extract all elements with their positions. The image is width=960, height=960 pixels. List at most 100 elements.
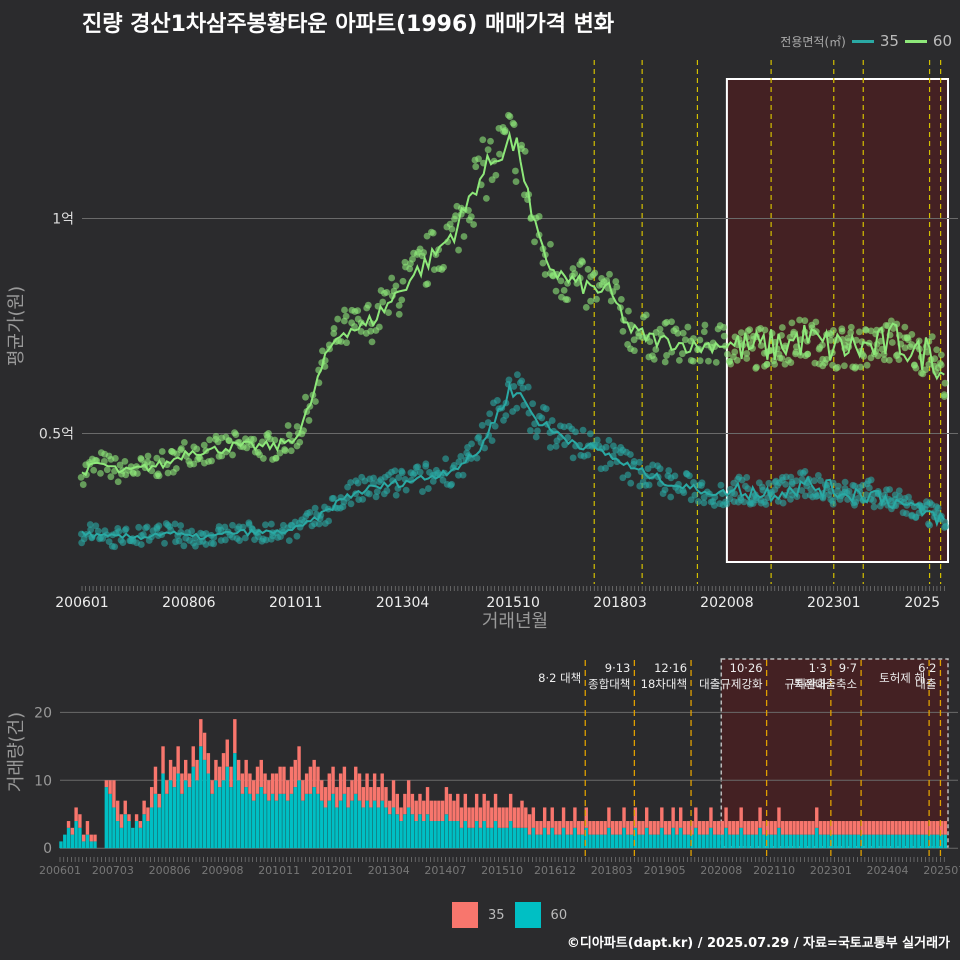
volume-bar-60 [293,787,297,849]
volume-bar-60 [425,814,430,849]
volume-bar-60 [134,821,139,849]
volume-bar-35 [569,821,573,835]
volume-bar-35 [622,807,626,828]
volume-bar-35 [104,780,109,788]
price-point-60 [678,350,686,358]
volume-bar-35 [497,807,502,828]
volume-bar-60 [195,780,199,849]
price-point-60 [937,351,945,359]
volume-bar-60 [252,800,256,849]
price-point-60 [743,355,751,362]
price-point-60 [367,327,375,335]
volume-bar-60 [459,827,464,849]
price-point-60 [496,150,503,158]
volume-bar-35 [248,773,252,794]
volume-bar-35 [864,821,868,835]
volume-bar-60 [561,827,566,849]
volume-bar-35 [527,814,532,835]
volume-bar-60 [867,834,872,849]
price-point-35 [392,491,400,499]
price-point-35 [552,442,560,450]
volume-bar-35 [679,807,683,828]
volume-bar-60 [799,834,804,849]
price-point-60 [663,318,671,326]
price-point-60 [133,470,141,477]
volume-bar-60 [731,834,736,849]
price-point-60 [674,329,682,337]
volume-bar-60 [750,834,755,849]
volume-bar-60 [584,827,588,849]
volume-bar-35 [713,821,717,835]
volume-bar-60 [716,834,721,849]
volume-bar-35 [607,807,611,828]
price-point-35 [569,454,577,462]
price-point-35 [560,423,568,431]
price-point-60 [200,441,208,449]
price-point-60 [689,357,697,365]
price-point-60 [506,113,514,120]
volume-bar-60 [172,787,177,849]
volume-bar-35 [183,759,188,781]
price-point-60 [784,356,792,364]
volume-bar-35 [743,821,747,835]
price-point-35 [626,451,634,458]
price-point-60 [684,323,692,331]
price-x-tick-label-5: 201803 [593,595,646,611]
price-point-60 [744,327,752,335]
volume-bar-35 [327,773,331,801]
volume-bar-60 [146,821,150,849]
price-point-35 [810,477,818,485]
volume-bar-60 [183,780,188,849]
volume-bar-35 [108,780,112,794]
price-point-35 [518,377,526,385]
volume-x-tick-label-14: 202301 [810,864,852,877]
volume-bar-35 [524,807,528,828]
volume-bar-35 [894,821,898,835]
volume-bar-35 [852,821,857,835]
volume-bar-60 [233,753,237,849]
volume-bar-60 [422,821,426,849]
volume-bar-60 [406,807,411,849]
volume-bar-60 [316,793,320,849]
price-point-60 [852,363,860,371]
volume-bar-60 [289,793,294,849]
volume-event-label-5: 9·7 특례대출축소 [794,661,857,691]
volume-bar-60 [199,746,203,849]
volume-legend-label-35: 35 [488,907,505,923]
volume-bar-60 [762,834,766,849]
volume-bar-35 [610,821,615,835]
price-point-60 [501,127,509,134]
price-point-60 [460,233,468,240]
price-point-60 [696,336,704,344]
volume-x-tick-label-2: 200806 [149,864,191,877]
volume-bar-35 [391,780,396,808]
volume-bar-35 [187,773,192,788]
volume-bar-60 [645,827,649,849]
price-x-tick-label-4: 201510 [486,595,539,611]
price-point-60 [690,335,697,342]
price-point-35 [354,479,362,487]
price-point-35 [870,503,878,511]
price-point-60 [225,437,233,445]
price-point-60 [531,238,538,246]
price-point-35 [245,519,253,527]
price-point-35 [359,495,367,503]
volume-bar-35 [573,807,577,828]
price-point-60 [584,265,592,273]
volume-bar-60 [486,827,490,849]
volume-bar-60 [471,827,475,849]
price-point-60 [137,456,145,463]
volume-bar-35 [478,807,483,828]
volume-bar-35 [841,821,845,835]
price-point-35 [679,486,687,494]
volume-bar-60 [713,834,717,849]
volume-bar-35 [860,821,864,835]
volume-bar-35 [849,821,853,835]
price-point-60 [804,350,812,358]
price-point-60 [564,296,571,304]
volume-bar-60 [225,766,229,849]
volume-bar-60 [153,793,158,849]
price-point-60 [428,228,435,236]
volume-bar-60 [463,821,468,849]
price-point-35 [524,383,532,391]
